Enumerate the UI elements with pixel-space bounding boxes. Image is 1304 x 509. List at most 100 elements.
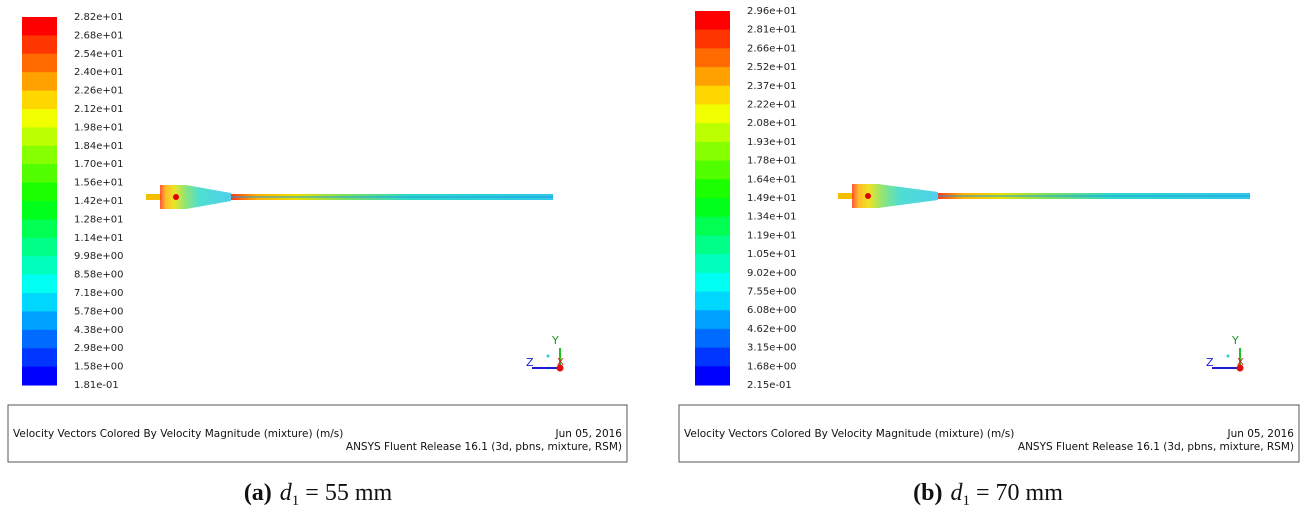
axis-label-y: Y [1231,334,1239,347]
footer-date: Jun 05, 2016 [554,428,622,440]
legend-label: 1.49e+01 [747,193,797,204]
color-swatch [695,273,730,292]
color-swatch [695,292,730,311]
legend-label: 2.40e+01 [74,67,124,78]
legend-label: 1.93e+01 [747,137,797,148]
color-swatch [695,198,730,217]
panel: 2.82e+012.68e+012.54e+012.40e+012.26e+01… [8,12,627,509]
footer-release: ANSYS Fluent Release 16.1 (3d, pbns, mix… [1018,441,1294,453]
color-swatch [22,293,57,312]
axis-label-y: Y [551,334,559,347]
legend-label: 1.64e+01 [747,174,797,185]
color-swatch [22,91,57,110]
caption: (b)d1 = 70 mm [913,480,1063,509]
legend-label: 2.22e+01 [747,100,797,111]
color-swatch [695,161,730,180]
jet-hotspot [173,194,179,200]
legend-label: 2.08e+01 [747,118,797,129]
color-swatch [695,179,730,198]
axis-label-z: Z [526,356,534,369]
color-swatch [22,348,57,367]
color-swatch [695,67,730,86]
legend-label: 2.15e-01 [747,380,792,391]
color-swatch [22,201,57,220]
legend-label: 1.84e+01 [74,141,124,152]
axis-dot [547,355,550,358]
footer-description: Velocity Vectors Colored By Velocity Mag… [13,428,343,440]
color-swatch [22,72,57,91]
color-swatch [22,330,57,349]
footer-date: Jun 05, 2016 [1226,428,1294,440]
legend-label: 2.26e+01 [74,86,124,97]
legend-label: 7.18e+00 [74,288,124,299]
legend-label: 1.98e+01 [74,122,124,133]
color-swatch [22,311,57,330]
legend-label: 1.28e+01 [74,214,124,225]
inlet [146,194,162,200]
caption: (a)d1 = 55 mm [244,480,393,509]
panel: 2.96e+01 2.81e+01 2.66e+01 2.52e+01 2.37e+01… [679,6,1299,509]
legend-label: 1.58e+00 [74,362,124,373]
axis-label-x: X [557,357,564,368]
color-swatch [695,142,730,161]
axis-dot [1227,355,1230,358]
legend-label: 1.14e+01 [74,233,124,244]
color-swatch [22,35,57,54]
color-swatch [22,183,57,202]
color-swatch [695,105,730,124]
color-swatch [22,219,57,238]
legend-label: 1.81e-01 [74,380,119,391]
legend-label: 2.66e+01 [747,43,797,54]
color-swatch [695,48,730,67]
figure: 2.82e+012.68e+012.54e+012.40e+012.26e+01… [0,0,1304,509]
legend-label: 1.78e+01 [747,156,797,167]
color-swatch [695,11,730,30]
caption-label: (b) [913,480,942,506]
caption-subscript: 1 [292,493,300,509]
caption-rest: = 55 mm [299,480,392,506]
legend-label: 8.58e+00 [74,270,124,281]
color-swatch [22,275,57,294]
legend-label: 2.98e+00 [74,343,124,354]
color-swatch [22,367,57,386]
color-swatch [695,329,730,348]
legend-label: 1.19e+01 [747,230,797,241]
axis-label-z: Z [1206,356,1214,369]
color-swatch [695,30,730,49]
legend-label: 6.08e+00 [747,305,797,316]
color-swatch [695,235,730,254]
legend-label: 2.37e+01 [747,81,797,92]
color-swatch [695,217,730,236]
caption-subscript: 1 [962,493,970,509]
legend-label: 4.62e+00 [747,324,797,335]
inlet [838,193,854,199]
color-swatch [22,54,57,73]
legend-label: 4.38e+00 [74,325,124,336]
legend-label: 3.15e+00 [747,343,797,354]
legend-label: 9.02e+00 [747,268,797,279]
legend-label: 2.96e+01 [747,6,797,17]
color-swatch [22,238,57,257]
legend-label: 2.54e+01 [74,49,124,60]
color-swatch [695,86,730,105]
color-swatch [695,310,730,329]
legend-label: 1.05e+01 [747,249,797,260]
legend-label: 1.42e+01 [74,196,124,207]
color-swatch [695,254,730,273]
legend-label: 1.68e+00 [747,361,797,372]
legend-label: 2.12e+01 [74,104,124,115]
legend-label: 2.81e+01 [747,25,797,36]
legend-label: 2.52e+01 [747,62,797,73]
color-swatch [22,127,57,146]
jet-hotspot [865,193,871,199]
caption-rest: = 70 mm [970,480,1063,506]
color-swatch [22,164,57,183]
legend-label: 1.34e+01 [747,212,797,223]
color-swatch [22,256,57,275]
nozzle [160,185,231,209]
nozzle [852,184,938,208]
legend-label: 7.55e+00 [747,287,797,298]
color-swatch [22,17,57,36]
color-swatch [22,146,57,165]
axis-label-x: X [1237,357,1244,368]
